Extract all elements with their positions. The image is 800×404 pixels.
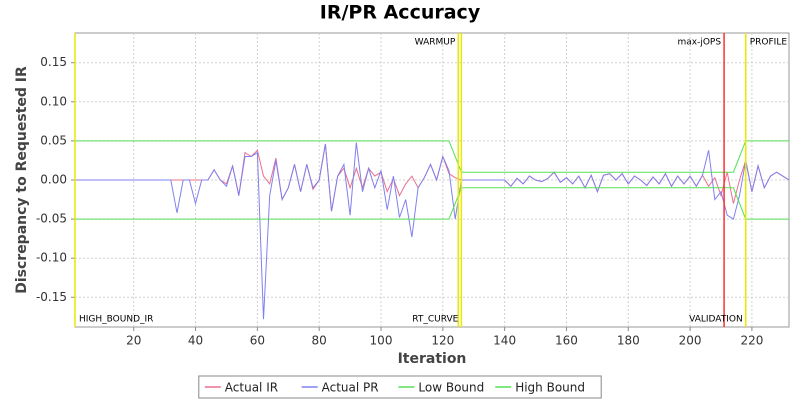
x-tick-label: 20	[126, 334, 141, 348]
x-axis-label: Iteration	[398, 351, 467, 367]
series-line	[75, 142, 790, 320]
marker-label: VALIDATION	[689, 315, 743, 325]
chart-title: IR/PR Accuracy	[320, 2, 481, 24]
x-tick-label: 140	[493, 334, 516, 348]
marker-label: PROFILE	[750, 38, 788, 48]
marker-label: HIGH_BOUND_IR	[79, 315, 153, 325]
x-tick-label: 40	[188, 334, 203, 348]
y-tick-label: -0.05	[36, 212, 67, 226]
x-tick-label: 220	[740, 334, 763, 348]
legend-label: Actual IR	[225, 381, 278, 395]
x-tick-label: 80	[312, 334, 327, 348]
x-tick-label: 200	[679, 334, 702, 348]
y-tick-label: 0.15	[40, 55, 67, 69]
x-tick-label: 60	[250, 334, 265, 348]
y-tick-label: -0.10	[36, 251, 67, 265]
legend-label: Actual PR	[322, 381, 379, 395]
x-tick-label: 120	[431, 334, 454, 348]
x-tick-label: 160	[555, 334, 578, 348]
y-tick-label: -0.15	[36, 290, 67, 304]
legend-label: Low Bound	[418, 381, 484, 395]
series-line	[75, 140, 789, 173]
marker-label: RT_CURVE	[412, 315, 458, 325]
y-tick-label: 0.10	[40, 94, 67, 108]
legend-label: High Bound	[515, 381, 585, 395]
y-tick-label: 0.05	[40, 133, 67, 147]
y-axis-label: Discrepancy to Requested IR	[14, 66, 30, 294]
x-tick-label: 100	[370, 334, 393, 348]
marker-label: max-jOPS	[677, 38, 721, 48]
y-tick-label: 0.00	[40, 173, 67, 187]
series-line	[75, 187, 789, 220]
x-tick-label: 180	[617, 334, 640, 348]
marker-label: WARMUP	[415, 38, 456, 48]
